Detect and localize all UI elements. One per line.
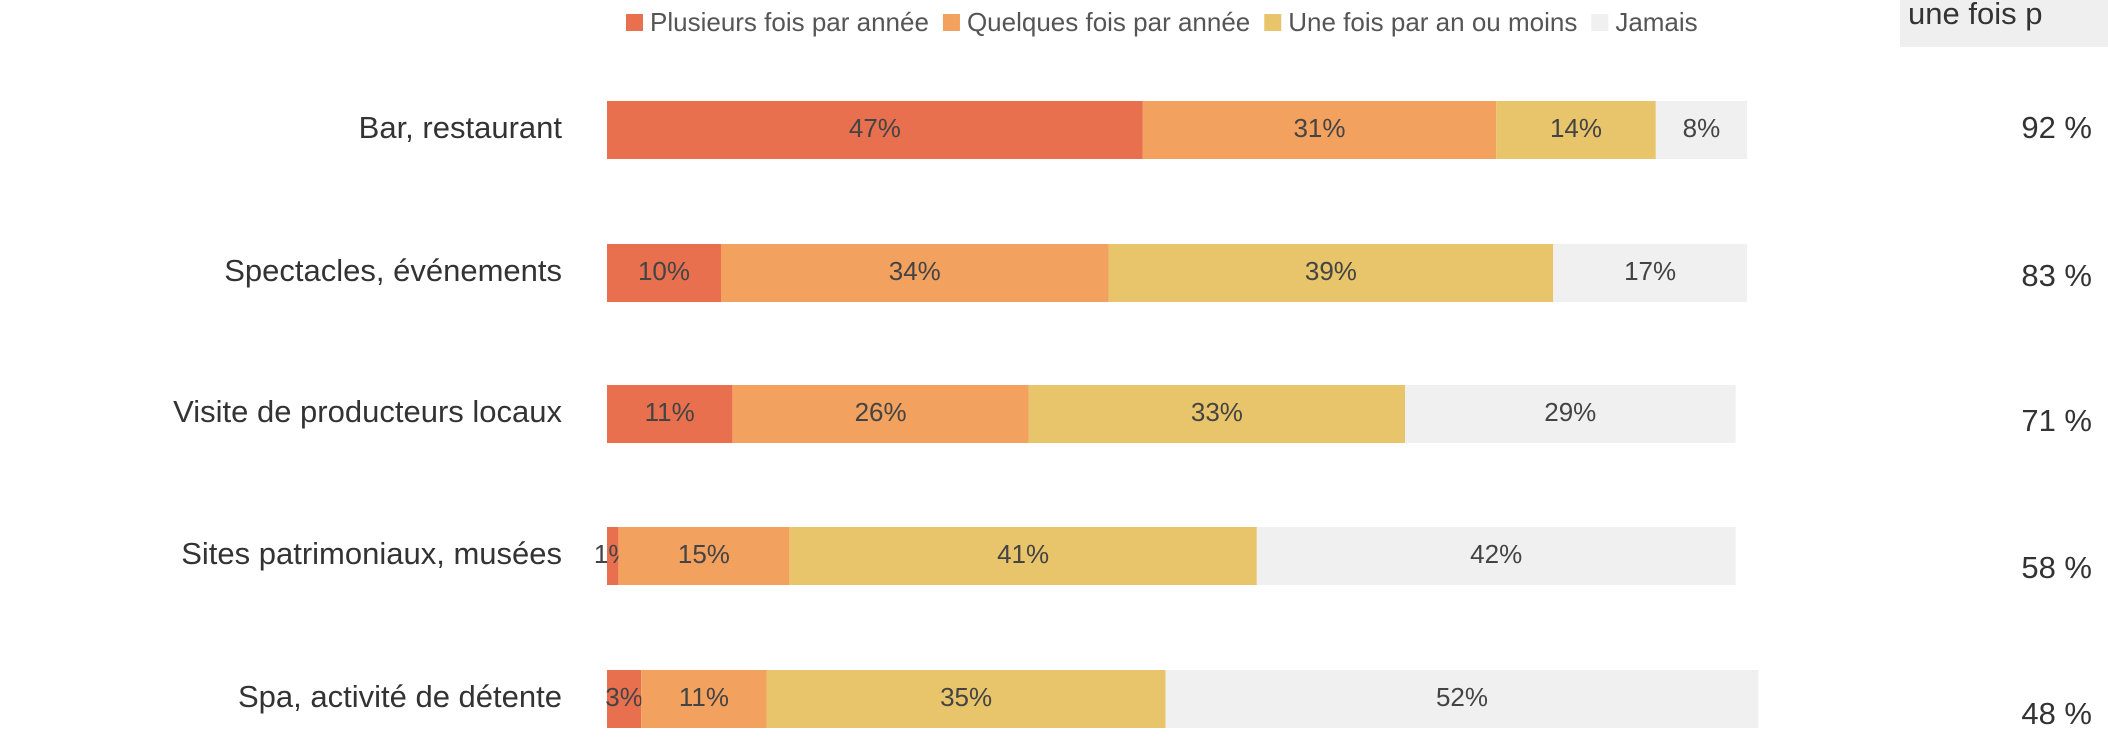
legend-label: Plusieurs fois par année (650, 7, 929, 37)
bar-segment (1655, 101, 1747, 159)
category-label: Spectacles, événements (224, 253, 562, 288)
bar-segment (721, 244, 1109, 302)
side-value: 83 % (2021, 258, 2092, 293)
legend-label: Une fois par an ou moins (1288, 7, 1577, 37)
bar-segment (607, 670, 642, 728)
bar-segment (607, 385, 733, 443)
bar-segment (1553, 244, 1747, 302)
legend-swatch (942, 14, 960, 31)
bar-segment (641, 670, 767, 728)
bar-value-label: 42% (1470, 539, 1522, 569)
bar-segment (732, 385, 1029, 443)
side-value: 58 % (2021, 550, 2092, 585)
bar-value-label: 10% (638, 256, 690, 286)
side-value: 48 % (2021, 696, 2092, 731)
side-value: 92 % (2021, 110, 2092, 145)
category-label: Visite de producteurs locaux (173, 394, 562, 429)
bar-segment (789, 527, 1257, 585)
bar-value-label: 47% (849, 113, 901, 143)
legend-label: Jamais (1615, 7, 1697, 37)
side-value: 71 % (2021, 403, 2092, 438)
category-label: Spa, activité de détente (238, 679, 562, 714)
bar-value-label: 14% (1550, 113, 1602, 143)
bar-segment (1165, 670, 1759, 728)
bar-segment (1028, 385, 1405, 443)
side-header: une fois p (1908, 0, 2042, 31)
bar-value-label: 15% (678, 539, 730, 569)
bar-value-label: 31% (1293, 113, 1345, 143)
bar-value-label: 17% (1624, 256, 1676, 286)
bar-segment (618, 527, 790, 585)
bar-value-label: 26% (855, 397, 907, 427)
legend-label: Quelques fois par année (967, 7, 1250, 37)
legend-swatch (1264, 14, 1282, 31)
legend-swatch (1591, 14, 1609, 31)
bar-segment (1142, 101, 1497, 159)
bar-value-label: 34% (889, 256, 941, 286)
bar-segment (607, 244, 721, 302)
bar-segment (1496, 101, 1656, 159)
category-label: Bar, restaurant (359, 110, 563, 145)
side-header-box (1900, 0, 2108, 47)
bar-value-label: 11% (645, 397, 695, 427)
bar-value-label: 11% (679, 682, 729, 712)
legend-swatch (626, 14, 643, 31)
bar-value-label: 8% (1683, 113, 1721, 143)
bar-segment (1405, 385, 1736, 443)
bar-value-label: 33% (1191, 397, 1243, 427)
bar-value-label: 29% (1544, 397, 1596, 427)
bar-segment (1108, 244, 1554, 302)
bar-segment (766, 670, 1166, 728)
bar-value-label: 52% (1436, 682, 1488, 712)
bar-segment (1256, 527, 1736, 585)
bar-value-label: 3% (605, 682, 643, 712)
bar-value-label: 39% (1305, 256, 1357, 286)
bar-segment (607, 101, 1143, 159)
bar-value-label: 41% (997, 539, 1049, 569)
bar-value-label: 35% (940, 682, 992, 712)
bar-segment (607, 527, 619, 585)
category-label: Sites patrimoniaux, musées (181, 536, 562, 571)
